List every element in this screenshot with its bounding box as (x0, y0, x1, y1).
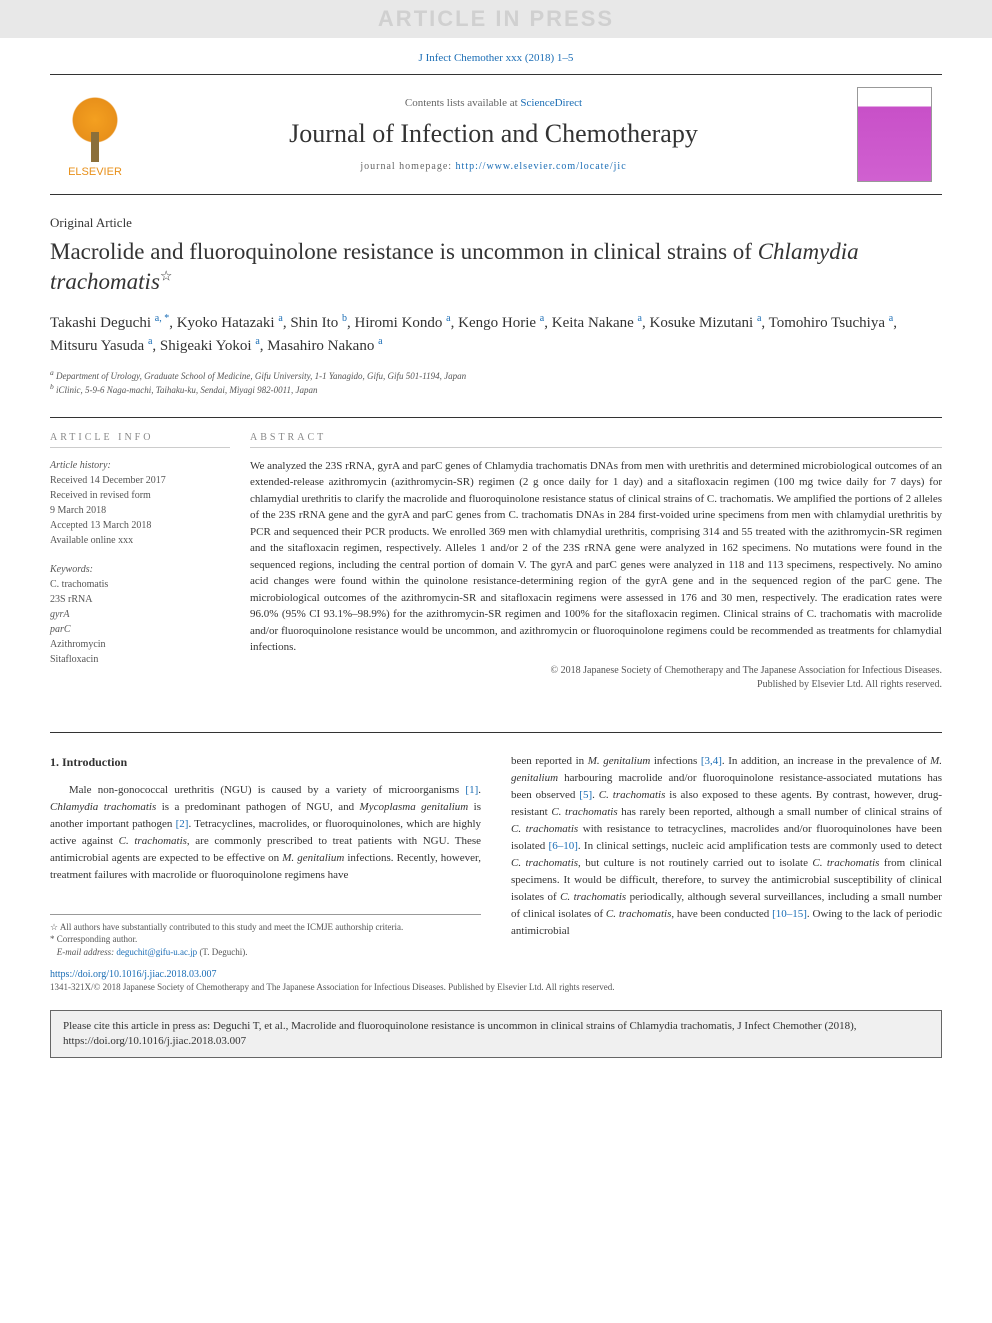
elsevier-tree-icon (60, 92, 130, 162)
journal-header: ELSEVIER Contents lists available at Sci… (50, 74, 942, 195)
footnotes: ☆ All authors have substantially contrib… (50, 914, 481, 959)
intro-para-right: been reported in M. genitalium infection… (511, 753, 942, 941)
title-footnote-marker: ☆ (160, 269, 173, 284)
title-text: Macrolide and fluoroquinolone resistance… (50, 239, 758, 264)
email-link[interactable]: deguchit@gifu-u.ac.jp (116, 947, 197, 957)
author-list: Takashi Deguchi a, *, Kyoko Hatazaki a, … (50, 311, 942, 358)
sciencedirect-link[interactable]: ScienceDirect (520, 97, 582, 109)
intro-para-left: Male non-gonococcal urethritis (NGU) is … (50, 782, 481, 884)
email-label: E-mail address: (57, 947, 114, 957)
article-content: Original Article Macrolide and fluoroqui… (0, 195, 992, 702)
article-info-sidebar: ARTICLE INFO Article history: Received 1… (50, 432, 250, 692)
publisher-name: ELSEVIER (60, 166, 130, 178)
article-type: Original Article (50, 215, 942, 231)
citation-top: J Infect Chemother xxx (2018) 1–5 (0, 38, 992, 74)
cite-this-article-box: Please cite this article in press as: De… (50, 1010, 942, 1059)
publisher-logo: ELSEVIER (60, 92, 130, 178)
abstract: ABSTRACT We analyzed the 23S rRNA, gyrA … (250, 432, 942, 692)
citation-top-link[interactable]: J Infect Chemother xxx (2018) 1–5 (419, 52, 574, 64)
info-abstract-row: ARTICLE INFO Article history: Received 1… (50, 417, 942, 692)
keywords-label: Keywords: (50, 564, 93, 575)
article-info-heading: ARTICLE INFO (50, 432, 230, 448)
citation-ref[interactable]: [5] (579, 789, 592, 801)
email-suffix: (T. Deguchi). (199, 947, 247, 957)
citation-ref[interactable]: [2] (176, 818, 189, 830)
column-right: been reported in M. genitalium infection… (511, 753, 942, 959)
footnote-corresponding: * Corresponding author. (50, 933, 481, 946)
citation-ref[interactable]: [3,4] (701, 755, 722, 767)
doi-link[interactable]: https://doi.org/10.1016/j.jiac.2018.03.0… (50, 969, 216, 980)
keywords-block: Keywords: C. trachomatis23S rRNAgyrAparC… (50, 562, 230, 667)
citation-ref[interactable]: [10–15] (772, 908, 807, 920)
article-title: Macrolide and fluoroquinolone resistance… (50, 237, 942, 297)
copyright-line-2: Published by Elsevier Ltd. All rights re… (757, 679, 942, 690)
article-history: Article history: Received 14 December 20… (50, 458, 230, 548)
footnote-email: E-mail address: deguchit@gifu-u.ac.jp (T… (50, 946, 481, 959)
doi-line: https://doi.org/10.1016/j.jiac.2018.03.0… (0, 959, 992, 982)
journal-cover-thumbnail (857, 87, 932, 182)
affiliations: a Department of Urology, Graduate School… (50, 368, 942, 397)
homepage-link[interactable]: http://www.elsevier.com/locate/jic (456, 161, 627, 172)
journal-name: Journal of Infection and Chemotherapy (130, 119, 857, 149)
copyright-line-1: © 2018 Japanese Society of Chemotherapy … (551, 665, 942, 676)
history-label: Article history: (50, 460, 111, 471)
abstract-text: We analyzed the 23S rRNA, gyrA and parC … (250, 458, 942, 656)
article-in-press-banner: ARTICLE IN PRESS (0, 0, 992, 38)
section-1-heading: 1. Introduction (50, 753, 481, 772)
contents-label: Contents lists available at (405, 97, 518, 109)
issn-copyright-line: 1341-321X/© 2018 Japanese Society of Che… (0, 982, 992, 1002)
contents-available-line: Contents lists available at ScienceDirec… (130, 97, 857, 109)
header-center: Contents lists available at ScienceDirec… (130, 97, 857, 172)
body-two-column: 1. Introduction Male non-gonococcal uret… (0, 753, 992, 959)
section-divider (50, 732, 942, 733)
column-left: 1. Introduction Male non-gonococcal uret… (50, 753, 481, 959)
citation-ref[interactable]: [6–10] (549, 840, 578, 852)
abstract-copyright: © 2018 Japanese Society of Chemotherapy … (250, 664, 942, 692)
homepage-label: journal homepage: (360, 161, 452, 172)
journal-homepage: journal homepage: http://www.elsevier.co… (130, 161, 857, 172)
citation-ref[interactable]: [1] (465, 784, 478, 796)
footnote-star: ☆ All authors have substantially contrib… (50, 921, 481, 934)
abstract-heading: ABSTRACT (250, 432, 942, 448)
